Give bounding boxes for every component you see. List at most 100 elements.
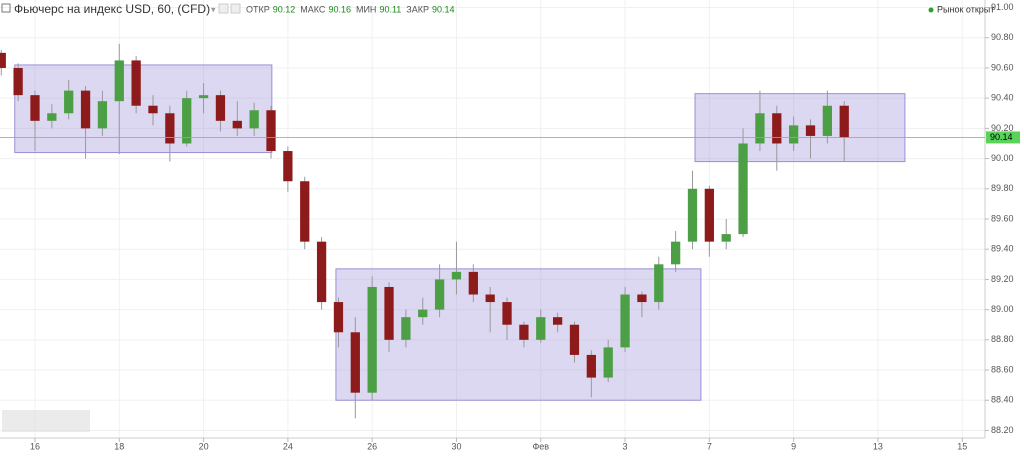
candle-body bbox=[64, 90, 74, 114]
candle-body bbox=[704, 188, 714, 242]
range-box bbox=[694, 93, 906, 163]
ohlc-header: ОТКР 90.12 МАКС 90.16 МИН 90.11 ЗАКР 90.14 bbox=[246, 4, 455, 14]
candle-body bbox=[687, 188, 698, 242]
candle-body bbox=[789, 125, 799, 144]
candle-body bbox=[536, 317, 546, 340]
candle-body bbox=[603, 347, 613, 378]
candle-body bbox=[755, 113, 765, 144]
range-box bbox=[335, 268, 702, 401]
candle-body bbox=[249, 110, 259, 129]
candle-body bbox=[131, 60, 141, 106]
x-tick-label: 15 bbox=[957, 441, 967, 451]
y-tick-label: 90.40 bbox=[991, 93, 1014, 103]
candles bbox=[0, 43, 849, 419]
toolbar-button[interactable] bbox=[218, 3, 229, 14]
y-tick-label: 89.80 bbox=[991, 183, 1014, 193]
candle-body bbox=[670, 241, 681, 265]
y-tick-label: 89.60 bbox=[991, 213, 1014, 223]
candle-body bbox=[182, 98, 192, 144]
y-tick-label: 91.00 bbox=[991, 2, 1014, 12]
candle-body bbox=[283, 151, 293, 182]
x-tick-label: 9 bbox=[791, 441, 796, 451]
candle-body bbox=[401, 317, 411, 340]
ohlc-label: МАКС bbox=[300, 4, 326, 14]
symbol-icon bbox=[1, 3, 11, 13]
x-tick-label: 13 bbox=[873, 441, 883, 451]
range-box bbox=[14, 64, 273, 154]
y-tick-label: 89.40 bbox=[991, 244, 1014, 254]
blurred-watermark bbox=[2, 410, 90, 432]
status-dot bbox=[928, 7, 934, 13]
y-tick-label: 88.60 bbox=[991, 364, 1014, 374]
candle-body bbox=[367, 286, 377, 393]
candle-body bbox=[266, 110, 276, 152]
ohlc-value: 90.16 bbox=[328, 4, 351, 14]
candle-body bbox=[300, 181, 310, 242]
candle-body bbox=[165, 113, 175, 144]
candle-body bbox=[485, 294, 495, 303]
ohlc-label: ОТКР bbox=[246, 4, 270, 14]
ohlc-label: ЗАКР bbox=[406, 4, 429, 14]
market-status: Рынок открыт bbox=[937, 4, 994, 14]
y-tick-label: 88.40 bbox=[991, 395, 1014, 405]
candle-body bbox=[198, 95, 209, 99]
dropdown-arrow[interactable]: ▾ bbox=[211, 4, 216, 14]
y-tick-label: 90.20 bbox=[991, 123, 1014, 133]
x-tick-label: 16 bbox=[30, 441, 40, 451]
y-tick-label: 89.20 bbox=[991, 274, 1014, 284]
candle-body bbox=[654, 264, 664, 303]
candle-body bbox=[30, 95, 40, 121]
y-tick-label: 88.80 bbox=[991, 334, 1014, 344]
candle-body bbox=[97, 101, 108, 129]
candle-body bbox=[451, 271, 462, 280]
candle-body bbox=[721, 234, 731, 242]
x-tick-label: Фев bbox=[532, 441, 549, 451]
x-tick-label: 30 bbox=[451, 441, 461, 451]
x-tick-label: 18 bbox=[114, 441, 124, 451]
x-tick-label: 7 bbox=[707, 441, 712, 451]
ohlc-value: 90.11 bbox=[379, 4, 401, 14]
candle-body bbox=[519, 324, 529, 340]
last-price-label: 90.14 bbox=[990, 132, 1013, 142]
candle-body bbox=[502, 302, 512, 325]
candle-body bbox=[822, 105, 833, 136]
candle-body bbox=[586, 354, 596, 378]
axes: 88.20 88.40 88.60 88.80 89.00 89.20 89.40 89.60… bbox=[30, 2, 1014, 451]
candle-body bbox=[232, 120, 242, 129]
candle-body bbox=[418, 309, 428, 318]
candle-body bbox=[839, 105, 849, 138]
candle-body bbox=[468, 271, 478, 295]
candle-body bbox=[805, 125, 816, 136]
boxes bbox=[14, 64, 906, 401]
y-tick-label: 88.20 bbox=[991, 425, 1014, 435]
candle-body bbox=[350, 332, 360, 393]
y-tick-label: 90.80 bbox=[991, 32, 1014, 42]
candle-body bbox=[738, 143, 748, 235]
ohlc-label: МИН bbox=[356, 4, 376, 14]
candle-body bbox=[148, 105, 158, 114]
ohlc-value: 90.14 bbox=[432, 4, 455, 14]
x-tick-label: 24 bbox=[283, 441, 293, 451]
ohlc-value: 90.12 bbox=[273, 4, 296, 14]
candle-body bbox=[0, 52, 6, 68]
y-tick-label: 90.60 bbox=[991, 62, 1014, 72]
x-tick-label: 20 bbox=[199, 441, 209, 451]
candle-body bbox=[569, 324, 580, 355]
candle-body bbox=[384, 286, 394, 340]
x-tick-label: 3 bbox=[623, 441, 628, 451]
candle-body bbox=[772, 113, 782, 144]
candle-body bbox=[316, 241, 327, 303]
candle-body bbox=[333, 302, 344, 333]
candle-body bbox=[434, 279, 445, 310]
candle-body bbox=[47, 113, 57, 121]
candle-body bbox=[552, 317, 563, 325]
candle-body bbox=[637, 294, 647, 303]
x-tick-label: 26 bbox=[367, 441, 377, 451]
chart-title: Фьючерс на индекс USD, 60, (CFD) bbox=[14, 2, 210, 16]
candle-body bbox=[13, 67, 23, 96]
toolbar-button[interactable] bbox=[230, 3, 241, 14]
last-price-tag bbox=[986, 131, 1020, 144]
candle-body bbox=[80, 90, 91, 129]
